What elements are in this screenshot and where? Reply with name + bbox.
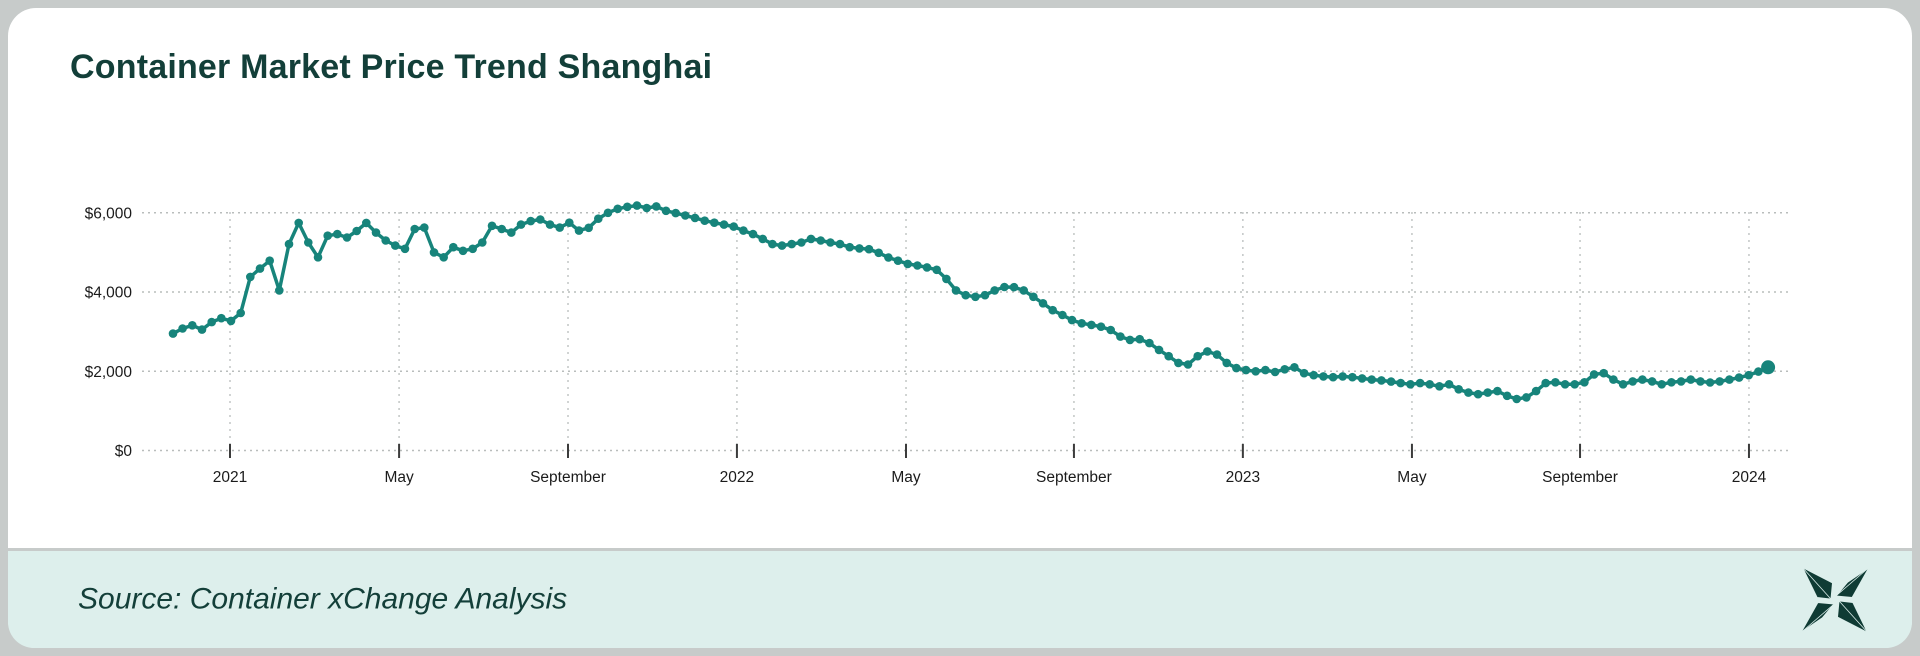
source-footer: Source: Container xChange Analysis: [8, 548, 1912, 648]
source-text: Source: Container xChange Analysis: [78, 581, 568, 615]
page-title: Container Market Price Trend Shanghai: [70, 48, 713, 86]
xchange-logo-icon: [1800, 566, 1870, 633]
chart-card: Source: Container xChange Analysis: [8, 8, 1912, 648]
